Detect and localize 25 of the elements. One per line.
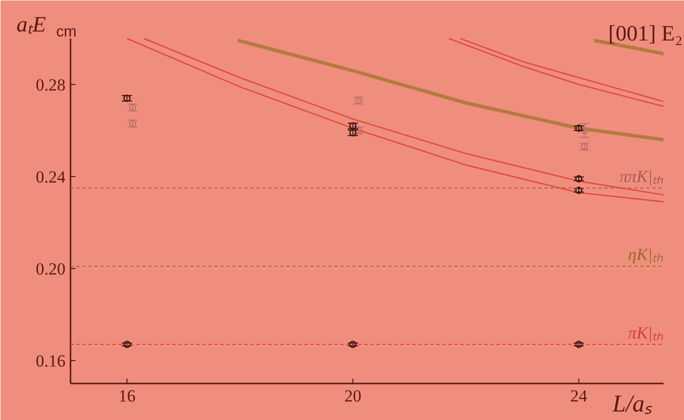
x-tick-label: 20: [344, 386, 362, 406]
ref-line-label: πK|ₜₕ: [628, 323, 664, 342]
point: [349, 340, 357, 348]
point: [575, 340, 582, 348]
y-tick-label: 0.28: [36, 76, 66, 94]
point: [580, 126, 588, 134]
point: [128, 120, 136, 128]
point: [123, 340, 131, 348]
point: [123, 94, 131, 102]
ref-line-label: ππK|ₜₕ: [619, 167, 664, 186]
point: [575, 175, 582, 182]
x-axis-title: L/aₛ: [612, 392, 653, 418]
chart-title: [001] E₂: [608, 20, 683, 46]
point: [354, 96, 362, 104]
y-tick-label: 0.24: [36, 168, 66, 186]
y-tick-label: 0.20: [36, 260, 66, 278]
point: [128, 104, 136, 112]
point: [575, 186, 582, 194]
point: [354, 126, 362, 134]
y-tick-label: 0.16: [36, 352, 66, 370]
ref-line-label: ηK|ₜₕ: [628, 245, 664, 264]
point: [580, 142, 588, 150]
x-tick-label: 16: [118, 386, 136, 406]
point: [575, 124, 582, 132]
x-tick-label: 24: [570, 386, 588, 406]
